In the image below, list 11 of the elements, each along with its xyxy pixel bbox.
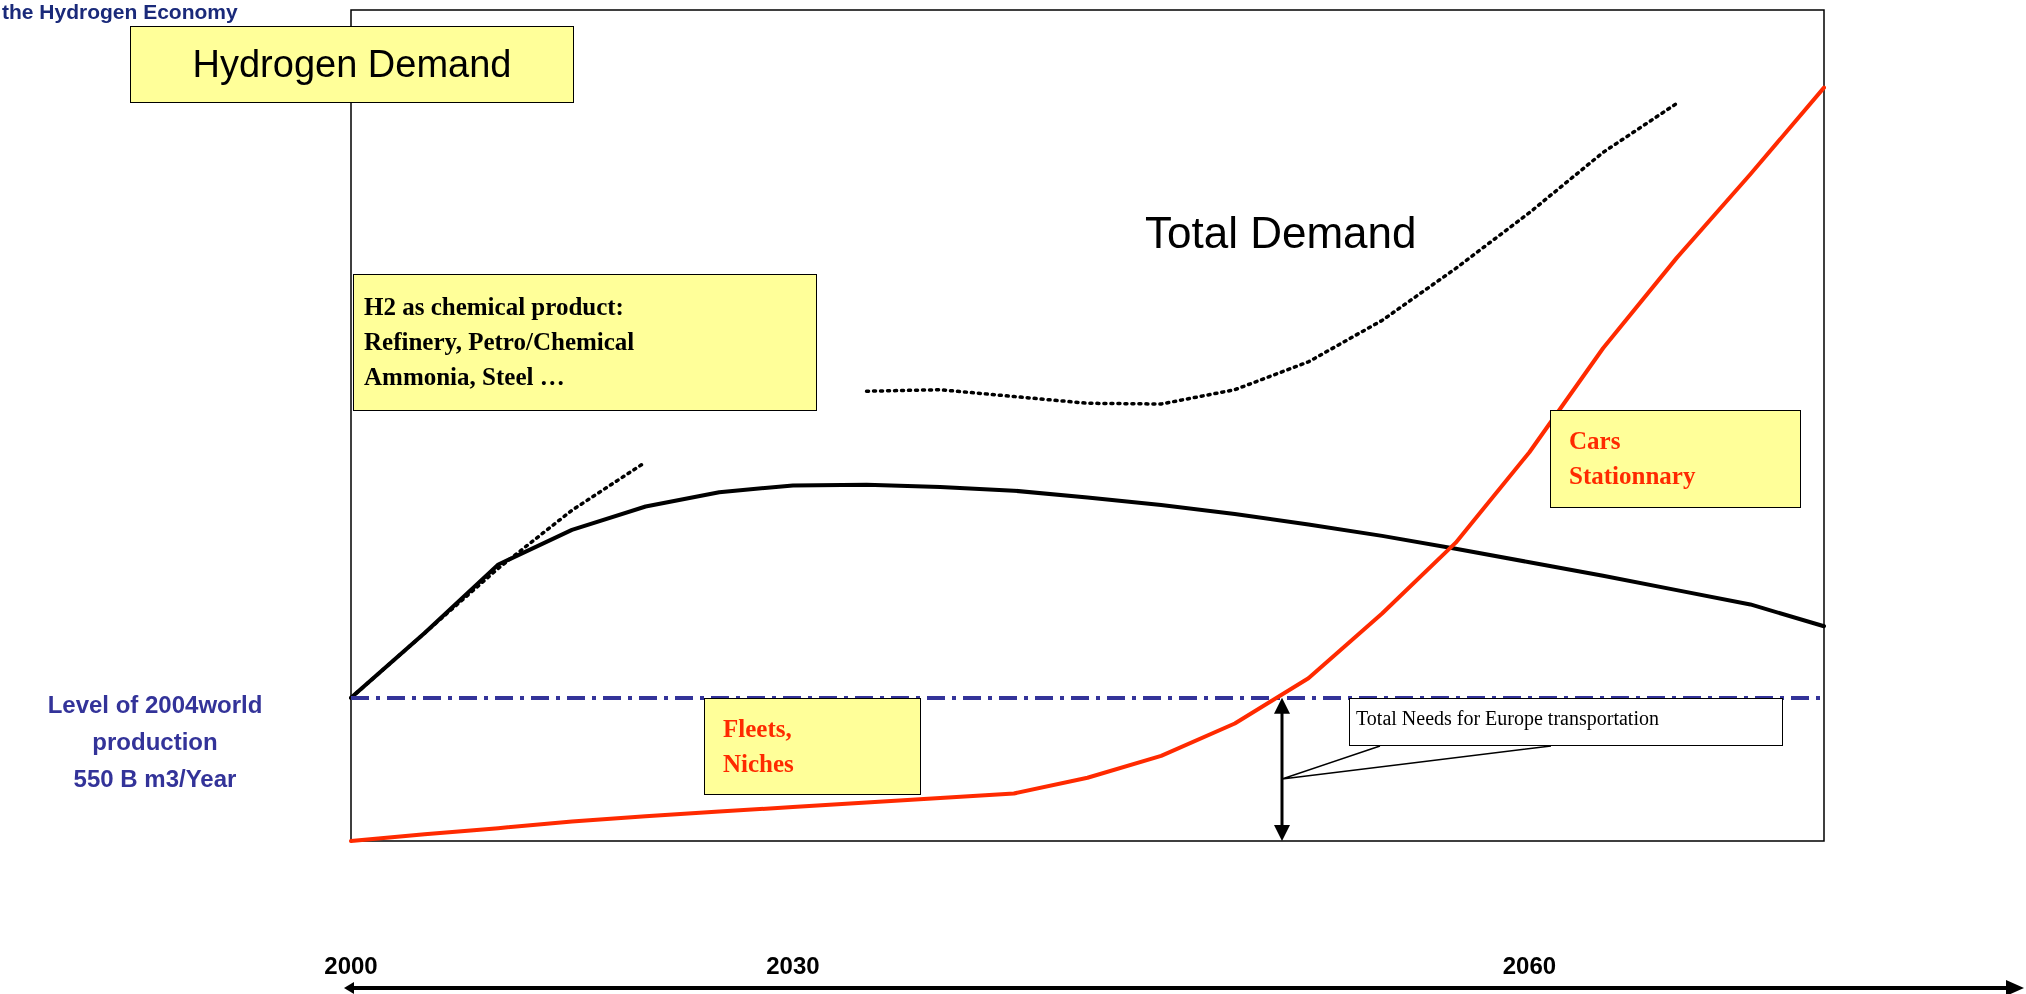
note-box: Cars Stationnary [1550, 410, 1801, 508]
x-tick-label: 2000 [324, 951, 378, 979]
text: the Hydrogen Economy [2, 0, 238, 24]
title-box: Hydrogen Demand [130, 26, 574, 103]
x-tick-label: 2060 [1502, 951, 1557, 979]
note-box: Fleets, Niches [704, 698, 921, 795]
annotation: Total Demand [1145, 208, 1417, 258]
note-box: Total Needs for Europe transportation [1349, 698, 1783, 746]
note-box: H2 as chemical product: Refinery, Petro/Chemical Ammonia, Steel … [353, 274, 817, 411]
ref-line-label: Level of 2004world production 550 B m3/Year [46, 689, 264, 794]
x-tick-label: 2030 [766, 951, 820, 979]
